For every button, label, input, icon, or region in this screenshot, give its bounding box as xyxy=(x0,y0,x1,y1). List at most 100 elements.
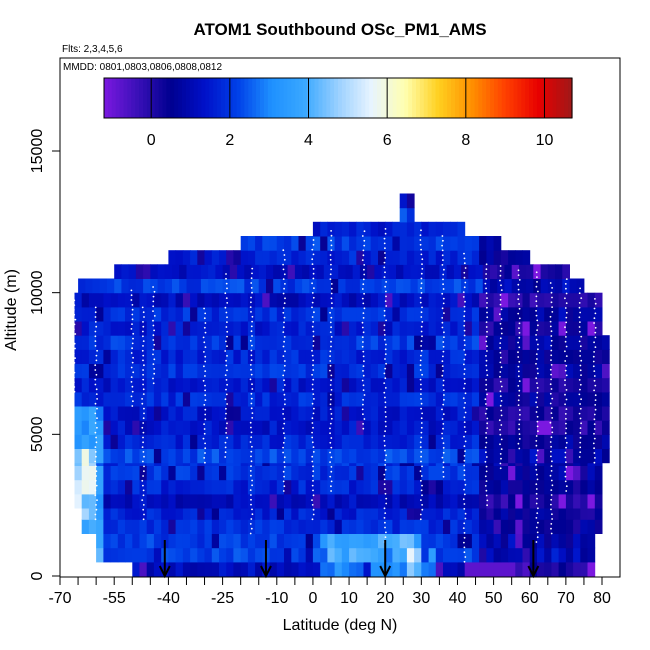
heatmap-cell xyxy=(370,561,379,577)
track-point xyxy=(383,483,386,486)
track-point xyxy=(152,300,155,303)
heatmap-cell xyxy=(103,462,112,466)
track-point xyxy=(464,382,466,385)
track-point xyxy=(73,376,75,379)
heatmap-cell xyxy=(443,508,451,520)
heatmap-cell xyxy=(486,391,495,407)
track-point xyxy=(593,452,596,454)
heatmap-cell xyxy=(370,434,379,449)
heatmap-cell xyxy=(522,493,531,509)
track-point xyxy=(419,378,422,381)
heatmap-cell xyxy=(500,292,509,308)
heatmap-cell xyxy=(125,448,133,464)
heatmap-cell xyxy=(363,561,372,577)
heatmap-cell xyxy=(594,406,603,421)
heatmap-cell xyxy=(500,250,509,265)
track-point xyxy=(499,453,502,455)
track-point xyxy=(362,249,365,252)
heatmap-cell xyxy=(421,221,429,237)
heatmap-cell xyxy=(262,462,270,466)
track-point xyxy=(330,470,333,473)
track-point xyxy=(551,417,554,419)
y-tick-label: 5000 xyxy=(29,416,46,452)
track-point xyxy=(485,292,488,295)
track-point xyxy=(385,531,387,534)
track-point xyxy=(578,306,581,309)
heatmap-cell xyxy=(385,448,393,464)
heatmap-cell xyxy=(464,493,473,509)
colorbar-segment xyxy=(295,78,300,118)
heatmap-cell xyxy=(132,434,140,449)
track-point xyxy=(282,249,285,252)
heatmap-cell xyxy=(537,406,545,421)
heatmap-cell xyxy=(197,363,205,379)
heatmap-cell xyxy=(197,519,205,534)
track-point xyxy=(485,369,488,372)
heatmap-cell xyxy=(175,508,184,520)
heatmap-cell xyxy=(211,391,220,407)
heatmap-cell xyxy=(443,335,451,350)
track-point xyxy=(130,289,133,292)
colorbar-segment xyxy=(314,78,320,118)
track-point xyxy=(311,460,314,463)
heatmap-cell xyxy=(81,420,90,435)
heatmap-cell xyxy=(168,561,177,577)
track-point xyxy=(500,289,503,291)
track-point xyxy=(421,335,423,338)
track-point xyxy=(95,388,98,391)
track-point xyxy=(550,489,553,491)
colorbar-segment xyxy=(166,78,171,118)
heatmap-cell xyxy=(378,493,386,509)
heatmap-cell xyxy=(471,377,480,393)
heatmap-cell xyxy=(414,321,422,336)
heatmap-cell xyxy=(262,420,270,435)
heatmap-cell xyxy=(85,278,93,294)
heatmap-cell xyxy=(240,519,249,534)
heatmap-cell xyxy=(417,264,426,279)
track-point xyxy=(384,358,386,360)
heatmap-cell xyxy=(399,561,408,577)
track-point xyxy=(500,409,503,412)
track-point xyxy=(594,384,597,387)
track-point xyxy=(565,278,568,280)
x-tick-label: -40 xyxy=(157,590,180,607)
track-point xyxy=(500,284,502,287)
track-point xyxy=(485,263,488,266)
track-point xyxy=(463,286,466,289)
colorbar-segment xyxy=(377,78,382,118)
colorbar-segment xyxy=(474,78,479,118)
heatmap-cell xyxy=(117,547,126,563)
colorbar-segment xyxy=(529,78,534,118)
heatmap-cell xyxy=(565,391,574,407)
heatmap-cell xyxy=(471,363,480,379)
track-point xyxy=(131,323,133,325)
heatmap-cell xyxy=(587,363,596,379)
track-point xyxy=(484,282,487,285)
heatmap-cell xyxy=(356,221,364,237)
track-point xyxy=(283,437,286,439)
heatmap-cell xyxy=(132,533,140,549)
heatmap-cell xyxy=(255,533,263,549)
track-point xyxy=(518,332,521,334)
track-point xyxy=(73,289,76,292)
heatmap-cell xyxy=(312,349,321,364)
track-point xyxy=(312,253,315,256)
heatmap-cell xyxy=(320,236,328,251)
heatmap-cell xyxy=(356,508,364,520)
heatmap-cell xyxy=(312,493,321,509)
heatmap-cell xyxy=(551,349,560,364)
heatmap-cell xyxy=(479,508,487,520)
heatmap-cell xyxy=(161,335,169,350)
heatmap-cell xyxy=(464,434,473,449)
heatmap-cell xyxy=(219,292,227,308)
heatmap-cell xyxy=(359,278,368,294)
track-point xyxy=(142,373,145,376)
track-point xyxy=(282,389,285,391)
heatmap-cell xyxy=(190,406,198,421)
heatmap-cell xyxy=(558,406,567,421)
heatmap-cell xyxy=(312,533,321,549)
heatmap-cell xyxy=(396,264,404,279)
heatmap-cell xyxy=(471,391,480,407)
heatmap-cell xyxy=(153,292,162,308)
heatmap-cell xyxy=(284,493,292,509)
